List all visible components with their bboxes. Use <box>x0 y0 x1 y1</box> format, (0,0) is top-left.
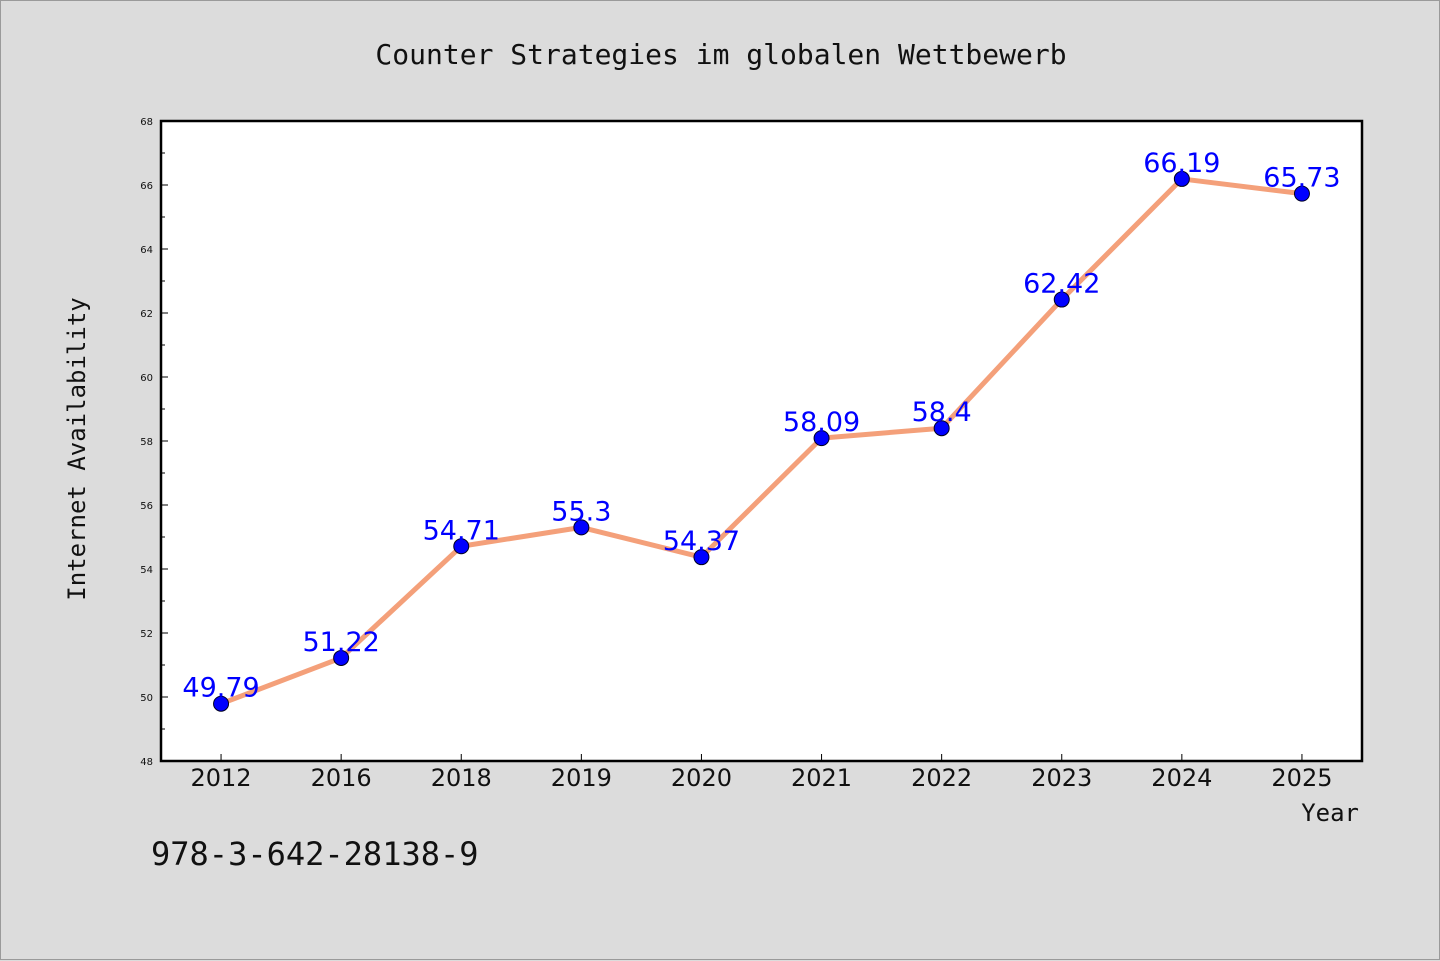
data-point <box>1293 185 1310 202</box>
x-tick-label: 2022 <box>911 764 972 792</box>
y-tick-label: 66 <box>140 181 153 192</box>
data-label: 55.3 <box>551 496 611 527</box>
x-tick-label: 2018 <box>431 764 492 792</box>
y-tick-label: 62 <box>140 309 153 320</box>
chart-title: Counter Strategies im globalen Wettbewer… <box>375 38 1066 71</box>
x-tick-label: 2016 <box>311 764 372 792</box>
data-point <box>1173 170 1190 187</box>
data-point <box>813 430 830 447</box>
y-tick-label: 68 <box>140 117 153 128</box>
y-tick-label: 58 <box>140 437 153 448</box>
data-point <box>333 649 350 666</box>
data-point <box>1053 291 1070 308</box>
data-label: 54.37 <box>663 526 740 557</box>
x-tick-label: 2025 <box>1271 764 1332 792</box>
y-tick-label: 48 <box>140 757 153 768</box>
data-point <box>933 420 950 437</box>
y-tick-label: 56 <box>140 501 153 512</box>
y-axis-label: Internet Availability <box>63 297 91 600</box>
data-label: 66.19 <box>1143 148 1220 179</box>
y-tick-label: 60 <box>140 373 153 384</box>
x-tick-label: 2023 <box>1031 764 1092 792</box>
data-label: 54.71 <box>423 515 500 546</box>
y-tick-label: 50 <box>140 693 153 704</box>
data-label: 65.73 <box>1263 163 1340 194</box>
data-point <box>213 695 230 712</box>
plot-area <box>159 119 1364 763</box>
series-line <box>218 176 1305 707</box>
x-tick-label: 2024 <box>1151 764 1212 792</box>
x-tick-label: 2019 <box>551 764 612 792</box>
series-0: 49.79 51.22 54.71 55.3 54.37 58.09 58.4 62.42 66… <box>182 148 1341 712</box>
y-tick-label: 52 <box>140 629 153 640</box>
y-tick-label: 54 <box>140 565 153 576</box>
x-tick-label: 2021 <box>791 764 852 792</box>
isbn-annotation: 978-3-642-28138-9 <box>151 835 479 873</box>
data-label: 58.09 <box>783 407 860 438</box>
y-axis: 48 50 52 54 56 58 60 62 64 66 68 <box>140 117 168 768</box>
data-point <box>453 538 470 555</box>
data-label: 51.22 <box>303 627 380 658</box>
x-tick-label: 2020 <box>671 764 732 792</box>
x-axis: 2012 2016 2018 2019 2020 2021 2022 2023 2024 2025 <box>191 754 1332 792</box>
data-point <box>573 519 590 536</box>
data-point <box>693 549 710 566</box>
data-label: 58.4 <box>912 397 972 428</box>
x-tick-label: 2012 <box>191 764 252 792</box>
y-tick-label: 64 <box>140 245 153 256</box>
data-label: 49.79 <box>182 673 259 704</box>
x-axis-label: Year <box>1301 799 1359 827</box>
data-label: 62.42 <box>1023 269 1100 300</box>
